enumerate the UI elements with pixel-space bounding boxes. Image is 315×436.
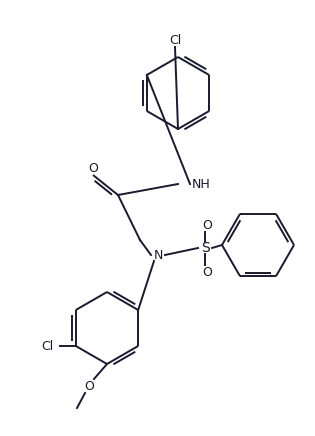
Text: Cl: Cl [169, 34, 181, 47]
Text: O: O [202, 218, 212, 232]
Text: Cl: Cl [42, 340, 54, 352]
Text: O: O [84, 379, 94, 392]
Text: S: S [201, 241, 209, 255]
Text: O: O [202, 266, 212, 279]
Text: N: N [153, 249, 163, 262]
Text: NH: NH [192, 177, 211, 191]
Text: O: O [88, 161, 98, 174]
